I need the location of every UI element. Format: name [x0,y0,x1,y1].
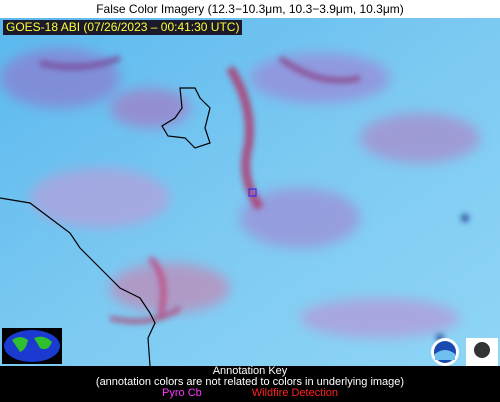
key-note: (annotation colors are not related to co… [95,376,405,388]
image-title: False Color Imagery (12.3−10.3μm, 10.3−3… [0,0,500,18]
key-items: Pyro Cb Wildfire Detection [0,388,500,399]
key-title: Annotation Key [212,365,288,377]
annotation-key: Annotation Key (annotation colors are no… [0,366,500,402]
timestamp-label: GOES-18 ABI (07/26/2023 – 00:41:30 UTC) [3,20,243,35]
cimss-logo [466,338,498,366]
key-pyro-cb: Pyro Cb [162,387,202,399]
satellite-image [0,18,500,366]
noaa-logo [431,338,459,366]
globe-logo [2,328,62,364]
key-wildfire: Wildfire Detection [251,387,338,399]
